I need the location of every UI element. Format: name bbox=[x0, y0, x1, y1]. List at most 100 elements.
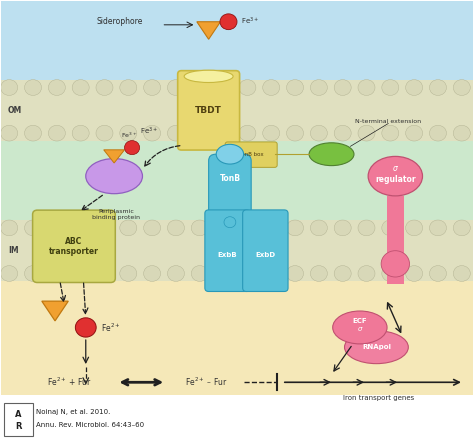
Circle shape bbox=[310, 220, 328, 236]
Ellipse shape bbox=[309, 143, 354, 165]
Circle shape bbox=[453, 80, 470, 95]
Circle shape bbox=[120, 125, 137, 141]
Circle shape bbox=[310, 266, 328, 282]
Circle shape bbox=[167, 220, 184, 236]
Circle shape bbox=[239, 266, 256, 282]
Circle shape bbox=[191, 80, 208, 95]
Text: ExbB: ExbB bbox=[218, 252, 237, 258]
Circle shape bbox=[263, 266, 280, 282]
Text: Fe$^{3+}$: Fe$^{3+}$ bbox=[241, 16, 259, 27]
Text: TonB: TonB bbox=[219, 174, 240, 183]
FancyBboxPatch shape bbox=[0, 80, 474, 141]
Circle shape bbox=[429, 266, 447, 282]
Text: A: A bbox=[15, 410, 21, 419]
Circle shape bbox=[429, 220, 447, 236]
Circle shape bbox=[286, 266, 303, 282]
Circle shape bbox=[144, 266, 161, 282]
Circle shape bbox=[0, 220, 18, 236]
Circle shape bbox=[167, 125, 184, 141]
Text: Annu. Rev. Microbiol. 64:43–60: Annu. Rev. Microbiol. 64:43–60 bbox=[36, 422, 144, 428]
Ellipse shape bbox=[381, 251, 410, 277]
FancyBboxPatch shape bbox=[0, 1, 474, 80]
Text: Iron transport genes: Iron transport genes bbox=[343, 395, 414, 400]
Circle shape bbox=[358, 220, 375, 236]
Circle shape bbox=[358, 266, 375, 282]
Circle shape bbox=[96, 220, 113, 236]
Circle shape bbox=[406, 125, 423, 141]
Circle shape bbox=[191, 266, 208, 282]
FancyBboxPatch shape bbox=[243, 210, 288, 291]
Circle shape bbox=[215, 125, 232, 141]
Text: N-terminal extension: N-terminal extension bbox=[355, 118, 421, 124]
Circle shape bbox=[334, 80, 351, 95]
Ellipse shape bbox=[184, 70, 233, 82]
Ellipse shape bbox=[368, 156, 422, 196]
Circle shape bbox=[96, 80, 113, 95]
Circle shape bbox=[167, 80, 184, 95]
Circle shape bbox=[72, 125, 89, 141]
FancyBboxPatch shape bbox=[387, 196, 404, 284]
Circle shape bbox=[263, 125, 280, 141]
Circle shape bbox=[406, 220, 423, 236]
Circle shape bbox=[310, 80, 328, 95]
Circle shape bbox=[286, 80, 303, 95]
Circle shape bbox=[453, 266, 470, 282]
Circle shape bbox=[358, 125, 375, 141]
Circle shape bbox=[310, 125, 328, 141]
Ellipse shape bbox=[333, 311, 387, 344]
Text: Fe$^{3+}$: Fe$^{3+}$ bbox=[140, 126, 158, 137]
Text: Fe$^{2+}$: Fe$^{2+}$ bbox=[101, 321, 120, 334]
Circle shape bbox=[75, 318, 96, 337]
Circle shape bbox=[382, 80, 399, 95]
Text: ABC
transporter: ABC transporter bbox=[49, 237, 99, 256]
Circle shape bbox=[215, 266, 232, 282]
Polygon shape bbox=[104, 150, 125, 163]
Circle shape bbox=[72, 220, 89, 236]
Text: ExbD: ExbD bbox=[255, 252, 275, 258]
Circle shape bbox=[358, 80, 375, 95]
Text: Fe$^{3+}$: Fe$^{3+}$ bbox=[121, 131, 137, 140]
Circle shape bbox=[453, 125, 470, 141]
Text: Siderophore: Siderophore bbox=[96, 17, 143, 26]
FancyBboxPatch shape bbox=[0, 396, 474, 439]
Circle shape bbox=[382, 125, 399, 141]
Text: R: R bbox=[15, 422, 21, 431]
Circle shape bbox=[0, 125, 18, 141]
Circle shape bbox=[120, 80, 137, 95]
Circle shape bbox=[239, 125, 256, 141]
FancyBboxPatch shape bbox=[0, 282, 474, 396]
Ellipse shape bbox=[86, 158, 143, 194]
Circle shape bbox=[25, 125, 42, 141]
Circle shape bbox=[25, 266, 42, 282]
Circle shape bbox=[144, 220, 161, 236]
Circle shape bbox=[120, 220, 137, 236]
Circle shape bbox=[0, 80, 18, 95]
Ellipse shape bbox=[224, 217, 236, 227]
Circle shape bbox=[220, 14, 237, 29]
Circle shape bbox=[239, 220, 256, 236]
Circle shape bbox=[239, 80, 256, 95]
Circle shape bbox=[406, 266, 423, 282]
Circle shape bbox=[144, 80, 161, 95]
Circle shape bbox=[25, 220, 42, 236]
Text: ECF
$\sigma$: ECF $\sigma$ bbox=[353, 318, 367, 333]
Circle shape bbox=[191, 220, 208, 236]
FancyBboxPatch shape bbox=[205, 210, 250, 291]
Circle shape bbox=[96, 125, 113, 141]
Circle shape bbox=[0, 266, 18, 282]
FancyBboxPatch shape bbox=[4, 403, 33, 436]
Circle shape bbox=[191, 125, 208, 141]
Circle shape bbox=[144, 125, 161, 141]
Circle shape bbox=[48, 220, 65, 236]
Text: $\sigma$
regulator: $\sigma$ regulator bbox=[375, 164, 416, 183]
Circle shape bbox=[263, 220, 280, 236]
Circle shape bbox=[48, 266, 65, 282]
FancyBboxPatch shape bbox=[209, 154, 251, 229]
Circle shape bbox=[286, 220, 303, 236]
Text: TonB box: TonB box bbox=[239, 152, 264, 157]
Circle shape bbox=[382, 266, 399, 282]
Text: Periplasmic
binding protein: Periplasmic binding protein bbox=[92, 209, 140, 220]
Text: Noinaj N, et al. 2010.: Noinaj N, et al. 2010. bbox=[36, 409, 110, 415]
Circle shape bbox=[48, 125, 65, 141]
Circle shape bbox=[167, 266, 184, 282]
